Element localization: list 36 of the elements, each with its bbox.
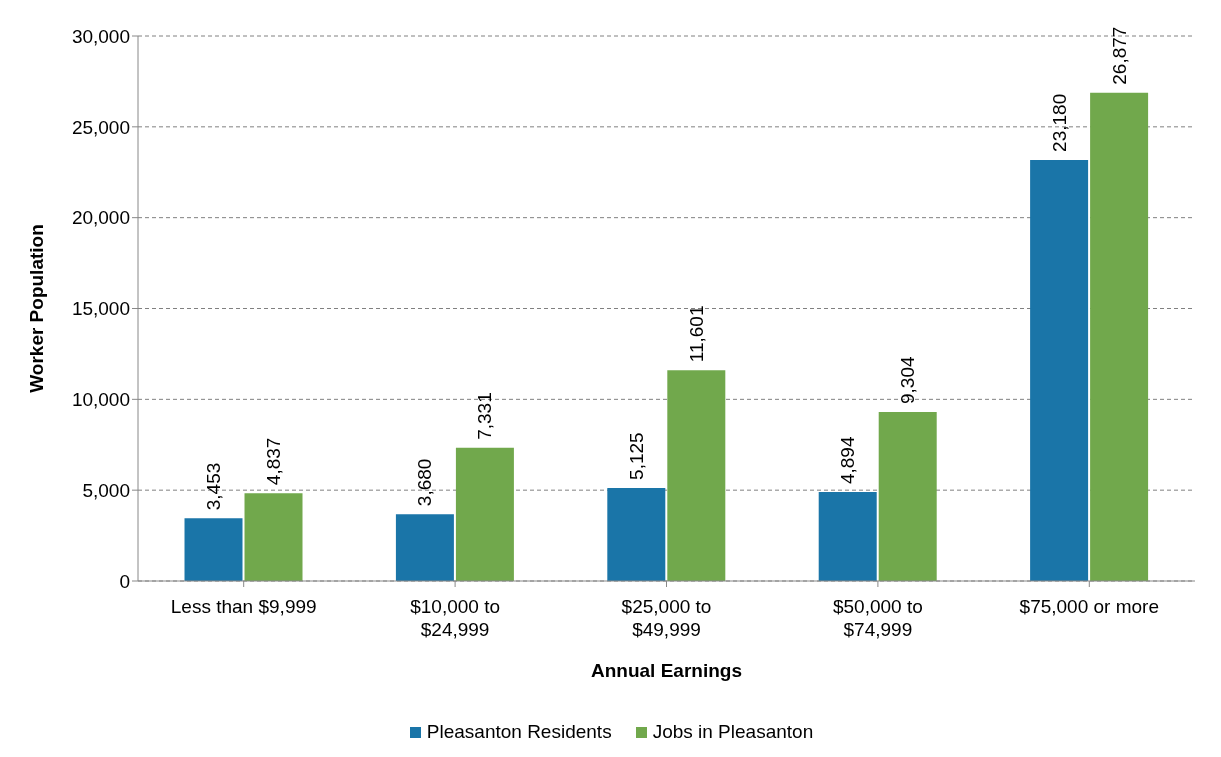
data-label: 9,304	[897, 356, 919, 404]
y-tick-label: 20,000	[71, 207, 130, 229]
bar	[878, 411, 937, 581]
x-tick-label: $10,000 to $24,999	[410, 596, 501, 640]
y-tick-label: 15,000	[71, 298, 130, 320]
data-label: 11,601	[685, 305, 707, 363]
data-label: 3,680	[414, 458, 436, 507]
bar	[1090, 92, 1149, 581]
bar	[818, 492, 877, 581]
x-tick-label: $25,000 to $49,999	[621, 596, 712, 640]
y-axis-title: Worker Population	[25, 224, 47, 393]
x-tick-label: $75,000 or more	[1019, 596, 1160, 617]
data-label: 3,453	[203, 462, 225, 511]
bar	[244, 493, 303, 581]
x-axis-title: Annual Earnings	[591, 660, 742, 681]
y-tick-label: 10,000	[71, 389, 130, 411]
bar	[607, 487, 666, 581]
data-label: 7,331	[474, 392, 496, 440]
data-label: 5,125	[625, 432, 647, 480]
bar	[667, 370, 726, 581]
data-label: 26,877	[1108, 26, 1130, 85]
data-label: 4,837	[263, 437, 285, 486]
bar	[455, 447, 514, 581]
bar	[395, 514, 454, 581]
data-label: 4,894	[837, 436, 859, 485]
y-tick-label: 5,000	[82, 479, 130, 501]
legend-label: Jobs in Pleasanton	[651, 721, 814, 743]
y-tick-label: 25,000	[71, 116, 130, 138]
data-label: 23,180	[1048, 93, 1070, 152]
bar	[184, 518, 243, 581]
x-tick-label: $50,000 to $74,999	[832, 596, 923, 640]
y-tick-label: 30,000	[71, 25, 130, 47]
bar	[1030, 159, 1089, 581]
legend-label: Pleasanton Residents	[425, 721, 612, 743]
x-tick-label: Less than $9,999	[170, 596, 317, 617]
y-tick-label: 0	[119, 570, 130, 592]
